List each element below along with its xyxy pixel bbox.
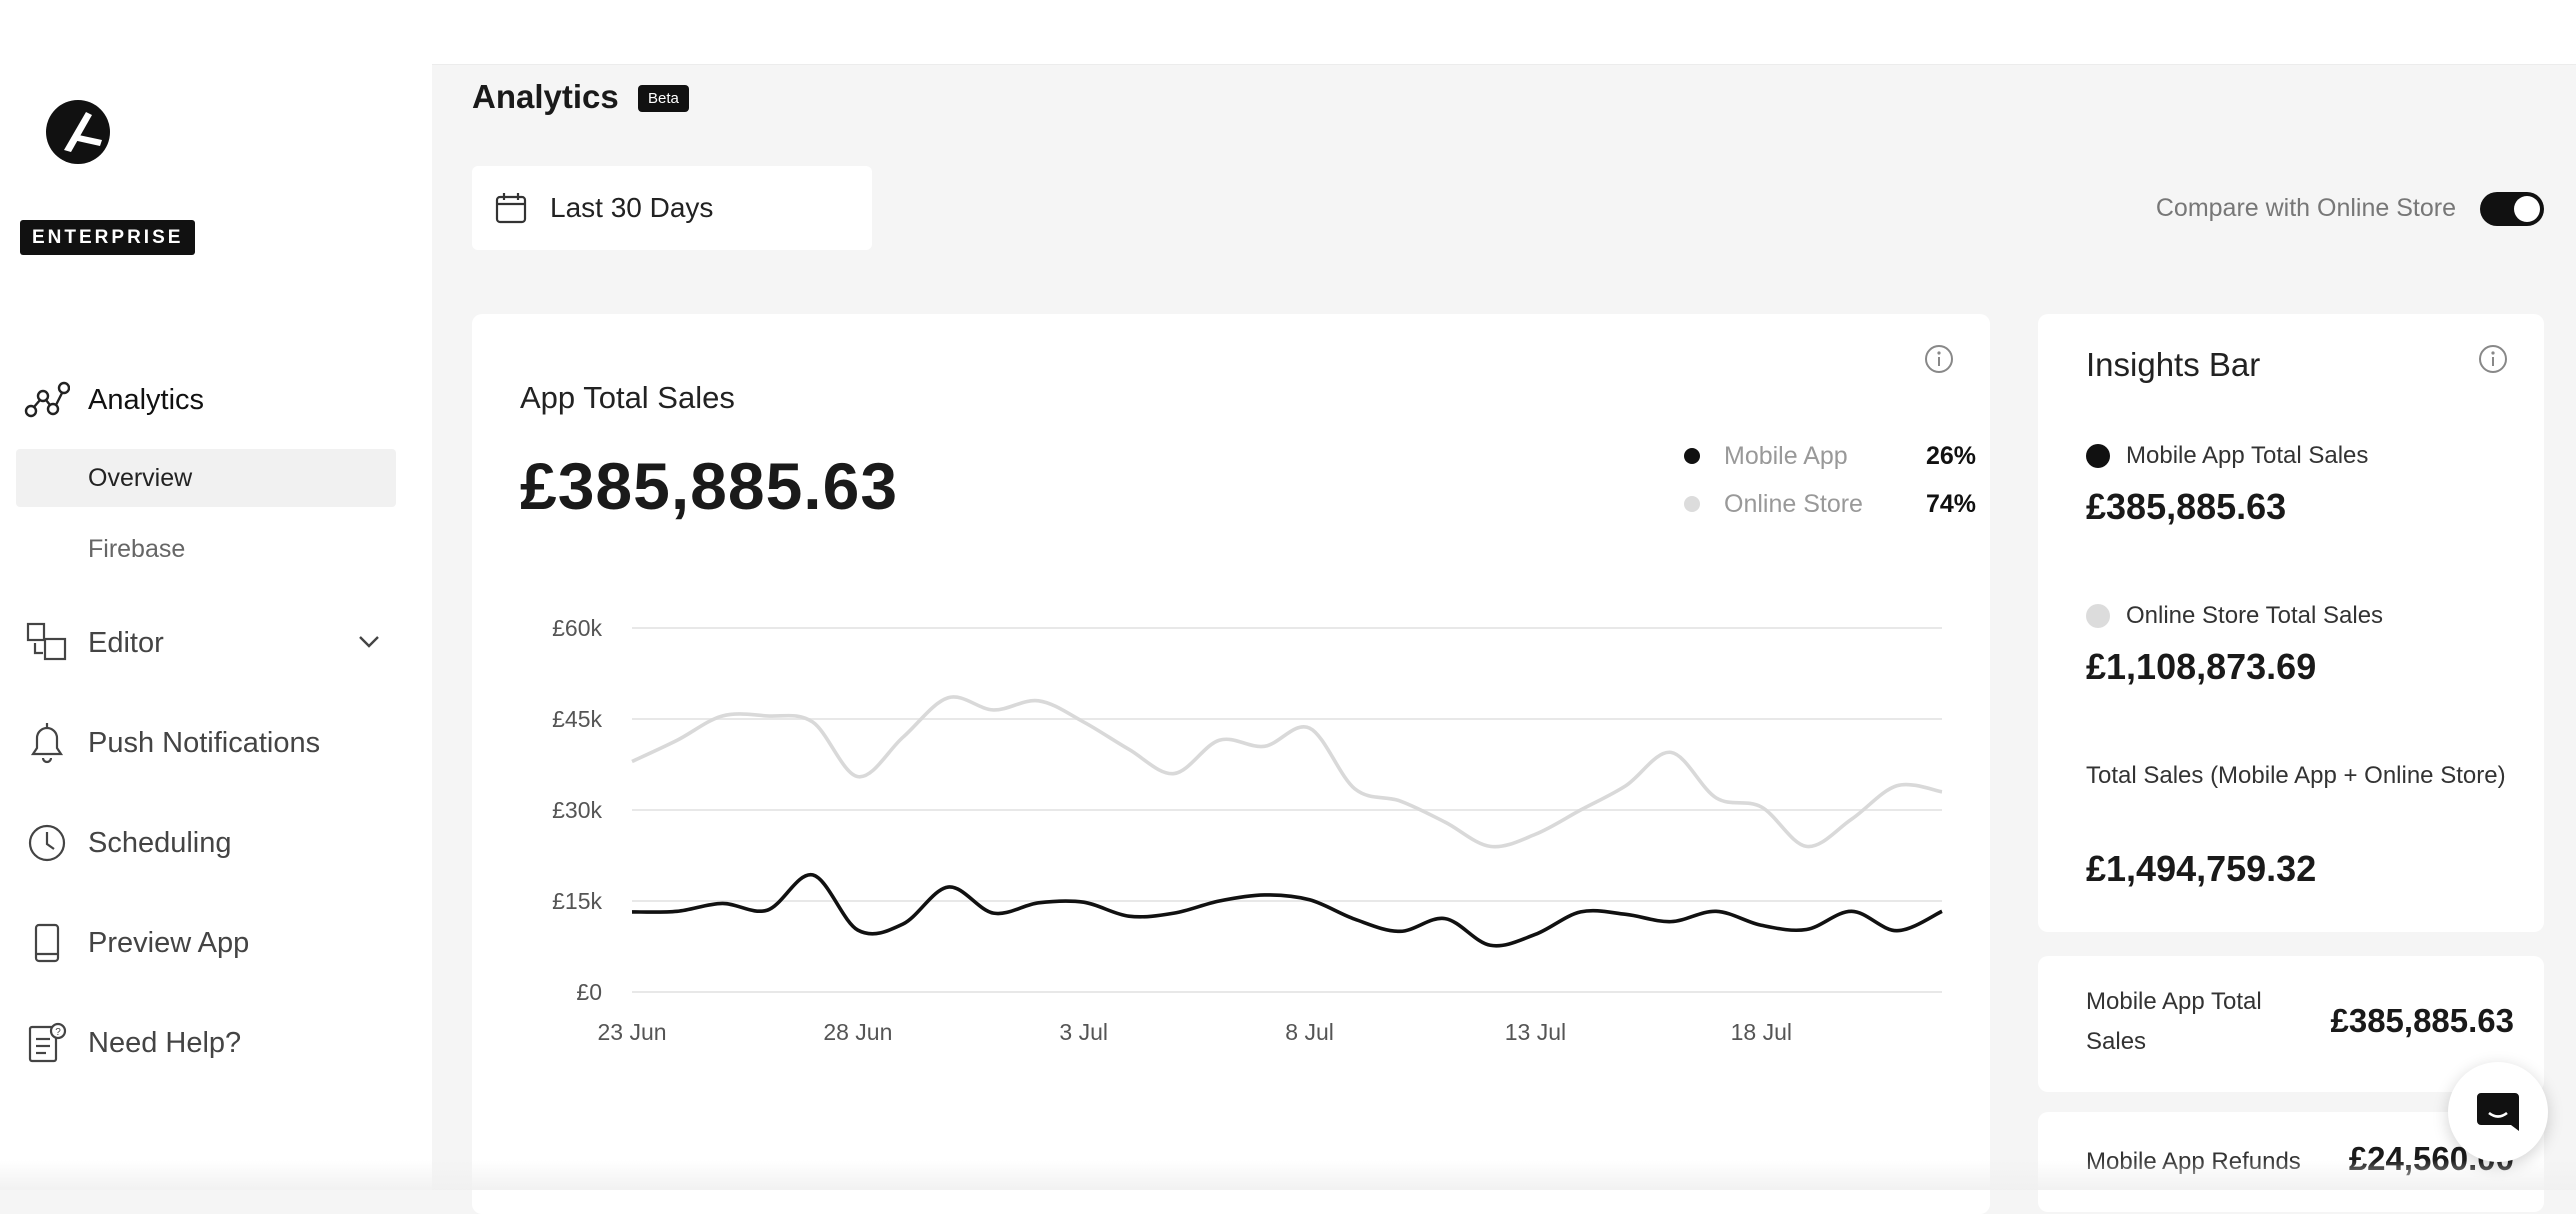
x-tick-label: 8 Jul	[1285, 1019, 1334, 1045]
subnav-overview[interactable]: Overview	[16, 449, 396, 507]
insights-title: Insights Bar	[2086, 346, 2261, 383]
date-range-button[interactable]: Last 30 Days	[472, 166, 872, 250]
info-icon[interactable]	[1924, 344, 1954, 374]
insights-card: Insights Bar Mobile App Total Sales £385…	[2038, 314, 2544, 932]
y-tick-label: £45k	[552, 706, 602, 732]
editor-icon	[24, 620, 70, 666]
sidebar-item-need-help[interactable]: ? Need Help?	[24, 1015, 241, 1071]
card-title: App Total Sales	[520, 380, 735, 415]
y-tick-label: £30k	[552, 797, 602, 823]
beta-badge: Beta	[638, 85, 689, 112]
compare-label: Compare with Online Store	[2155, 194, 2456, 222]
insight-dot	[2086, 444, 2110, 468]
sidebar-item-label: Push Notifications	[88, 726, 321, 759]
summary-label: Mobile App Total Sales	[2086, 988, 2262, 1055]
analytics-icon	[24, 377, 70, 423]
legend-pct: 26%	[1925, 441, 1976, 470]
sidebar-item-analytics[interactable]: Analytics	[24, 372, 204, 428]
legend-dot	[1684, 448, 1700, 464]
x-tick-label: 13 Jul	[1505, 1019, 1566, 1045]
sidebar-item-label: Preview App	[88, 926, 250, 959]
bottom-fade	[0, 1160, 2576, 1190]
summary-value: £385,885.63	[2330, 1002, 2514, 1039]
y-tick-label: £60k	[552, 615, 602, 641]
x-tick-label: 3 Jul	[1059, 1019, 1108, 1045]
legend-pct: 74%	[1925, 489, 1976, 518]
series-line-online-store	[631, 695, 1943, 849]
y-tick-label: £0	[576, 979, 602, 1005]
total-sales-value: £385,885.63	[520, 449, 899, 523]
legend-item-online-store: Online Store 74%	[1676, 480, 1976, 528]
calendar-icon	[495, 193, 527, 224]
series-line-mobile-app	[631, 873, 1943, 948]
compare-toggle[interactable]	[2480, 192, 2544, 226]
sidebar-item-scheduling[interactable]: Scheduling	[24, 815, 232, 871]
chat-icon	[2477, 1093, 2519, 1131]
page-title: Analytics	[472, 78, 619, 115]
help-doc-icon: ?	[24, 1020, 70, 1066]
subnav-firebase[interactable]: Firebase	[88, 534, 186, 563]
sidebar-item-editor[interactable]: Editor	[24, 615, 164, 671]
date-range-label: Last 30 Days	[550, 192, 714, 223]
sales-line-chart: £60k £45k £30k £15k £0 23 Jun 28 Jun 3 Jul 8 Jul…	[552, 615, 1943, 1045]
info-icon[interactable]	[2478, 344, 2508, 374]
x-tick-label: 23 Jun	[597, 1019, 666, 1045]
insight-label: Online Store Total Sales	[2126, 602, 2384, 629]
insight-online-store: Online Store Total Sales	[2086, 602, 2383, 630]
y-tick-label: £15k	[552, 888, 602, 914]
sidebar-item-label: Analytics	[88, 383, 205, 416]
chevron-down-icon[interactable]	[356, 628, 382, 654]
brand-logo	[46, 100, 110, 164]
bell-icon	[24, 720, 70, 766]
top-bar	[0, 0, 2576, 65]
legend-name: Online Store	[1724, 489, 1863, 518]
svg-text:?: ?	[55, 1027, 61, 1038]
chat-launcher-button[interactable]	[2448, 1062, 2548, 1162]
sidebar-item-label: Scheduling	[88, 826, 232, 859]
x-tick-label: 28 Jun	[823, 1019, 892, 1045]
legend-dot	[1684, 496, 1700, 512]
insight-label: Total Sales (Mobile App + Online Store)	[2086, 762, 2506, 789]
sidebar-item-label: Editor	[88, 626, 164, 659]
legend-name: Mobile App	[1724, 441, 1848, 470]
legend-item-mobile-app: Mobile App 26%	[1676, 432, 1976, 480]
app-total-sales-card: App Total Sales £385,885.63 Mobile App 2…	[472, 314, 1990, 1214]
sidebar-item-preview-app[interactable]: Preview App	[24, 915, 249, 971]
insight-label: Mobile App Total Sales	[2126, 442, 2369, 469]
insight-value: £1,494,759.32	[2086, 848, 2317, 889]
sidebar-item-label: Need Help?	[88, 1026, 242, 1059]
insight-dot	[2086, 604, 2110, 628]
clock-icon	[24, 820, 70, 866]
sidebar-item-push-notifications[interactable]: Push Notifications	[24, 715, 320, 771]
summary-card-mobile-app-sales: Mobile App Total Sales £385,885.63	[2038, 956, 2544, 1092]
insight-value: £385,885.63	[2086, 486, 2287, 527]
phone-icon	[24, 920, 70, 966]
insight-value: £1,108,873.69	[2086, 646, 2317, 687]
chart-legend: Mobile App 26% Online Store 74%	[1676, 432, 1976, 528]
enterprise-badge: ENTERPRISE	[20, 220, 196, 255]
toggle-knob	[2514, 196, 2540, 222]
insight-mobile-app: Mobile App Total Sales	[2086, 442, 2368, 470]
x-tick-label: 18 Jul	[1731, 1019, 1792, 1045]
